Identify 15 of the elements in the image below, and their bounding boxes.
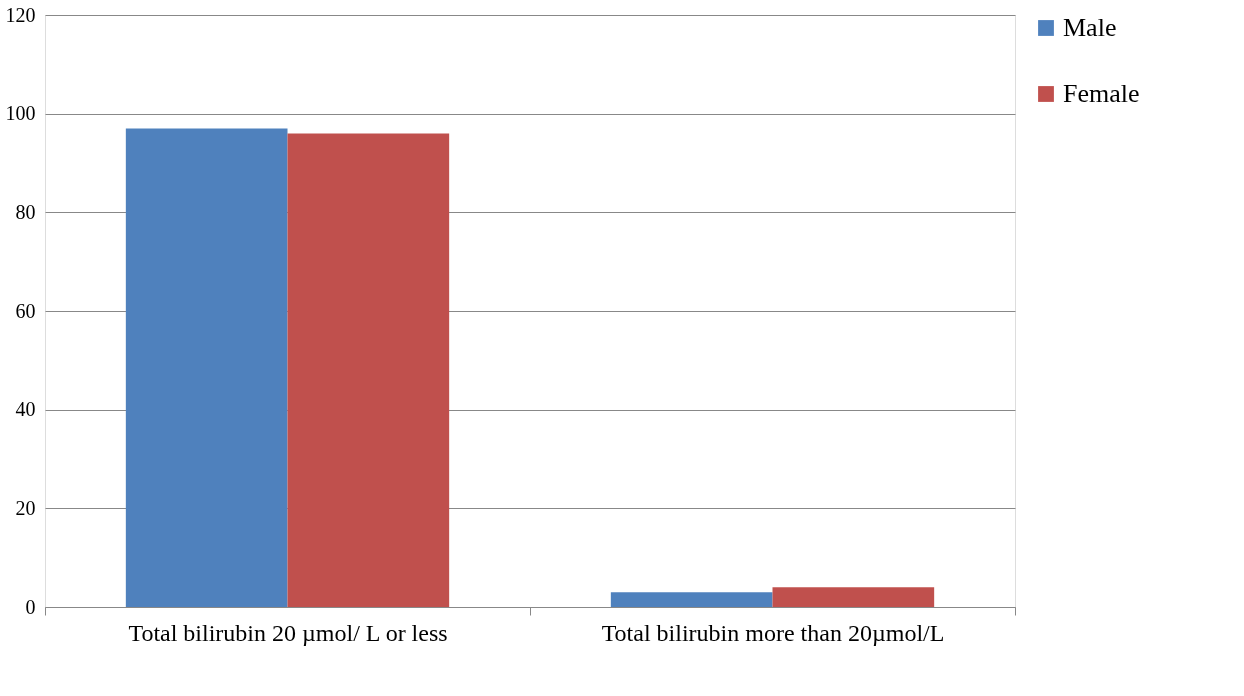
y-tick-label: 80 — [15, 200, 36, 223]
legend-label: Male — [1063, 13, 1117, 42]
y-tick-label: 0 — [25, 595, 36, 618]
y-tick-label: 40 — [15, 398, 36, 421]
x-tick-label: Total bilirubin 20 µmol/ L or less — [128, 619, 448, 646]
y-tick-label: 120 — [5, 3, 36, 26]
bar — [287, 133, 450, 607]
x-tick-label: Total bilirubin more than 20µmol/L — [601, 619, 945, 646]
legend-label: Female — [1063, 79, 1140, 108]
y-tick-label: 100 — [5, 102, 36, 125]
bar — [610, 592, 773, 607]
y-tick-label: 20 — [15, 496, 36, 519]
bar — [772, 587, 935, 607]
y-tick-label: 60 — [15, 299, 36, 322]
bar — [125, 128, 288, 607]
